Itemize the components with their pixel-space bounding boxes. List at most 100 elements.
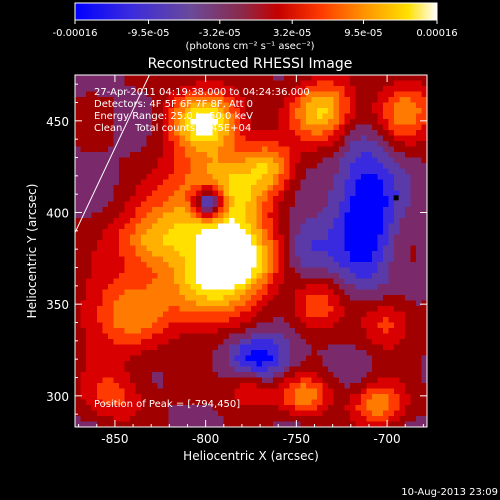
heatmap-cell xyxy=(372,344,378,351)
heatmap-cell xyxy=(75,256,81,263)
heatmap-cell xyxy=(333,267,340,274)
heatmap-cell xyxy=(267,174,274,180)
heatmap-cell xyxy=(75,240,81,246)
heatmap-cell xyxy=(306,80,312,87)
heatmap-cell xyxy=(350,399,356,406)
heatmap-cell xyxy=(388,416,395,422)
heatmap-cell xyxy=(108,124,114,131)
heatmap-cell xyxy=(201,416,208,422)
heatmap-cell xyxy=(240,278,246,285)
heatmap-cell xyxy=(141,344,147,351)
heatmap-cell xyxy=(306,212,312,219)
heatmap-cell xyxy=(130,410,136,417)
heatmap-cell xyxy=(168,102,175,109)
heatmap-cell xyxy=(240,322,246,329)
heatmap-cell xyxy=(383,410,389,417)
heatmap-cell xyxy=(311,344,318,351)
heatmap-cell xyxy=(80,317,87,323)
heatmap-cell xyxy=(212,405,219,411)
heatmap-cell xyxy=(229,119,235,125)
heatmap-cell xyxy=(366,218,373,224)
heatmap-cell xyxy=(223,333,230,340)
heatmap-cell xyxy=(102,278,109,285)
heatmap-cell xyxy=(300,339,307,345)
heatmap-cell xyxy=(300,350,307,356)
heatmap-cell xyxy=(311,157,318,164)
heatmap-cell xyxy=(234,146,241,153)
heatmap-cell xyxy=(240,306,246,312)
heatmap-cell xyxy=(119,179,125,186)
heatmap-cell xyxy=(80,377,87,384)
heatmap-cell xyxy=(366,262,373,268)
heatmap-cell xyxy=(157,256,164,263)
heatmap-cell xyxy=(212,361,219,367)
heatmap-cell xyxy=(410,102,417,109)
heatmap-cell xyxy=(377,80,384,87)
heatmap-cell xyxy=(174,91,180,98)
heatmap-cell xyxy=(289,267,296,274)
heatmap-cell xyxy=(207,306,213,312)
heatmap-cell xyxy=(399,80,406,87)
heatmap-cell xyxy=(201,372,208,378)
heatmap-cell xyxy=(218,119,224,125)
heatmap-cell xyxy=(289,300,296,307)
heatmap-cell xyxy=(410,350,417,356)
heatmap-cell xyxy=(135,339,142,345)
heatmap-cell xyxy=(339,289,345,296)
heatmap-cell xyxy=(240,388,246,395)
heatmap-cell xyxy=(361,383,367,389)
heatmap-cell xyxy=(267,317,274,323)
heatmap-cell xyxy=(251,108,257,114)
heatmap-cell xyxy=(328,399,334,406)
heatmap-cell xyxy=(124,130,131,136)
heatmap-cell xyxy=(135,108,142,114)
heatmap-cell xyxy=(234,135,241,142)
heatmap-cell xyxy=(174,339,180,345)
heatmap-cell xyxy=(344,278,351,285)
heatmap-cell xyxy=(399,163,406,169)
heatmap-cell xyxy=(141,223,147,230)
heatmap-cell xyxy=(185,388,191,395)
heatmap-cell xyxy=(102,328,109,334)
heatmap-cell xyxy=(152,135,158,142)
heatmap-cell xyxy=(91,372,98,378)
heatmap-cell xyxy=(328,130,334,136)
heatmap-cell xyxy=(295,97,301,103)
heatmap-cell xyxy=(394,284,400,290)
heatmap-cell xyxy=(311,174,318,180)
heatmap-cell xyxy=(267,196,274,202)
heatmap-cell xyxy=(416,86,422,92)
heatmap-cell xyxy=(361,240,367,246)
heatmap-cell xyxy=(168,300,175,307)
heatmap-cell xyxy=(245,405,252,411)
heatmap-cell xyxy=(284,174,290,180)
heatmap-cell xyxy=(273,240,279,246)
heatmap-cell xyxy=(207,262,213,268)
heatmap-cell xyxy=(185,328,191,334)
heatmap-cell xyxy=(97,80,103,87)
heatmap-cell xyxy=(190,174,197,180)
heatmap-cell xyxy=(75,190,81,197)
heatmap-cell xyxy=(377,240,384,246)
heatmap-cell xyxy=(157,295,164,301)
heatmap-cell xyxy=(405,212,411,219)
heatmap-cell xyxy=(350,322,356,329)
heatmap-cell xyxy=(102,108,109,114)
heatmap-cell xyxy=(350,355,356,362)
heatmap-cell xyxy=(306,284,312,290)
heatmap-cell xyxy=(146,339,153,345)
heatmap-cell xyxy=(306,168,312,175)
heatmap-cell xyxy=(218,284,224,290)
heatmap-cell xyxy=(102,174,109,180)
heatmap-cell xyxy=(223,119,230,125)
heatmap-cell xyxy=(97,218,103,224)
heatmap-cell xyxy=(223,295,230,301)
heatmap-cell xyxy=(75,102,81,109)
heatmap-cell xyxy=(207,322,213,329)
heatmap-cell xyxy=(306,75,312,81)
heatmap-cell xyxy=(289,234,296,241)
heatmap-cell xyxy=(267,267,274,274)
heatmap-cell xyxy=(416,383,422,389)
heatmap-cell xyxy=(102,300,109,307)
heatmap-cell xyxy=(108,405,114,411)
